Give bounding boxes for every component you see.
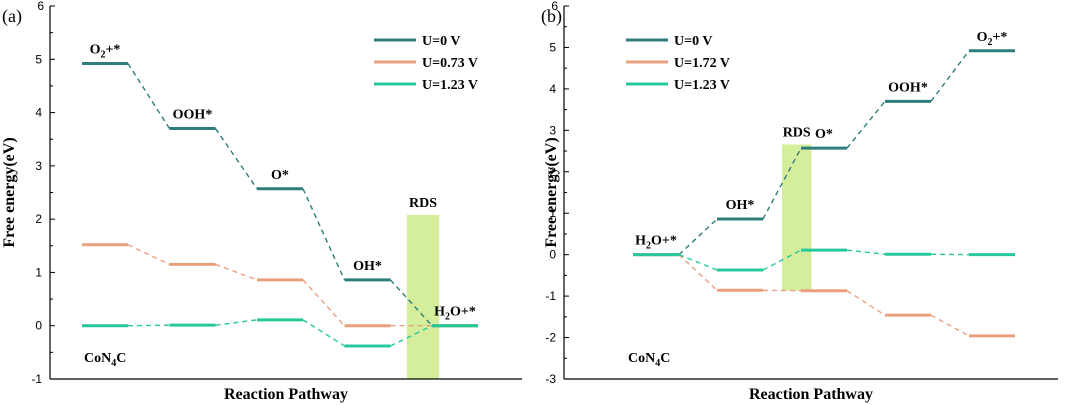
energy-connector: [930, 50, 970, 102]
legend-entry: U=0.73 V: [422, 56, 478, 71]
energy-connector: [127, 63, 171, 129]
legend: U=0 V U=0.73 V U=1.23 V: [374, 34, 478, 93]
energy-connector: [762, 249, 802, 271]
energy-connector: [390, 325, 433, 347]
energy-connector: [930, 314, 970, 337]
panel-label: (a): [2, 6, 22, 27]
state-label: H2O+*: [635, 234, 677, 252]
y-tick-label: 3: [35, 159, 42, 173]
legend-entry: U=1.23 V: [674, 78, 730, 93]
energy-connector: [302, 188, 346, 281]
y-tick-label: -3: [545, 372, 556, 386]
energy-connector: [302, 319, 345, 347]
y-tick-label: -2: [545, 331, 556, 345]
energy-connector: [214, 128, 258, 190]
material-label: CoN4C: [628, 351, 670, 369]
x-axis-label: Reaction Pathway: [224, 386, 348, 403]
y-axis-label: Free energy(eV): [543, 137, 560, 247]
y-tick-label: 6: [37, 0, 44, 13]
x-axis-label: Reaction Pathway: [749, 386, 873, 403]
y-tick-label: 0: [549, 248, 556, 262]
y-tick-label: 4: [549, 82, 556, 96]
y-tick-label: -1: [545, 289, 556, 303]
series-1: [633, 253, 1015, 338]
state-label: OOH*: [173, 108, 213, 123]
legend-entry: U=1.72 V: [674, 56, 730, 71]
panel-label: (b): [541, 6, 562, 27]
y-tick-label: 0: [35, 319, 42, 333]
y-tick-label: 1: [549, 206, 556, 220]
state-label: O2+*: [977, 30, 1008, 48]
y-tick-label: 5: [35, 52, 42, 66]
rds-band: [782, 144, 812, 291]
y-tick-label: -1: [31, 372, 42, 386]
state-label: O*: [271, 168, 289, 183]
energy-connector: [389, 279, 433, 327]
material-label: CoN4C: [84, 351, 126, 369]
legend-entry: U=1.23 V: [422, 78, 478, 93]
y-tick-label: 5: [549, 40, 556, 54]
y-tick-label: 2: [35, 212, 42, 226]
state-label: O2+*: [90, 43, 121, 61]
state-label: OH*: [726, 198, 755, 213]
panel-b: RDS -3 -2 -1 0 1 2 3 4 5 6 Free energy(eV) Reaction …: [541, 0, 1058, 403]
energy-connector: [215, 319, 258, 326]
energy-connector: [762, 147, 802, 220]
series-2: [82, 318, 478, 348]
legend: U=0 V U=1.72 V U=1.23 V: [626, 34, 730, 93]
energy-connector: [678, 218, 718, 256]
energy-connector: [846, 249, 886, 255]
legend-entry: U=0 V: [674, 34, 712, 49]
energy-connector: [846, 100, 886, 149]
energy-connector: [678, 254, 718, 271]
y-tick-label: 2: [549, 165, 556, 179]
energy-connector: [678, 254, 718, 291]
rds-label: RDS: [783, 125, 811, 140]
state-label: OOH*: [888, 80, 928, 95]
state-label: H2O+*: [434, 305, 476, 323]
panel-a: RDS -1 0 1 2 3 4 5 6 Free energy(eV) Reaction Path…: [1, 0, 522, 403]
y-tick-label: 6: [551, 0, 558, 13]
energy-connector: [302, 279, 346, 327]
y-tick-label: 3: [549, 123, 556, 137]
series-1: [82, 243, 478, 328]
energy-connector: [215, 263, 258, 281]
energy-connector: [846, 290, 886, 316]
series-2: [633, 248, 1015, 272]
y-axis-label: Free energy(eV): [1, 137, 18, 247]
legend-entry: U=0 V: [422, 34, 460, 49]
rds-band: [406, 214, 440, 379]
y-tick-label: 1: [35, 265, 42, 279]
state-label: O*: [815, 127, 833, 142]
state-label: OH*: [353, 259, 382, 274]
energy-connector: [127, 244, 170, 266]
energy-connector: [127, 324, 170, 327]
y-tick-label: 4: [35, 106, 42, 120]
rds-label: RDS: [409, 196, 437, 211]
